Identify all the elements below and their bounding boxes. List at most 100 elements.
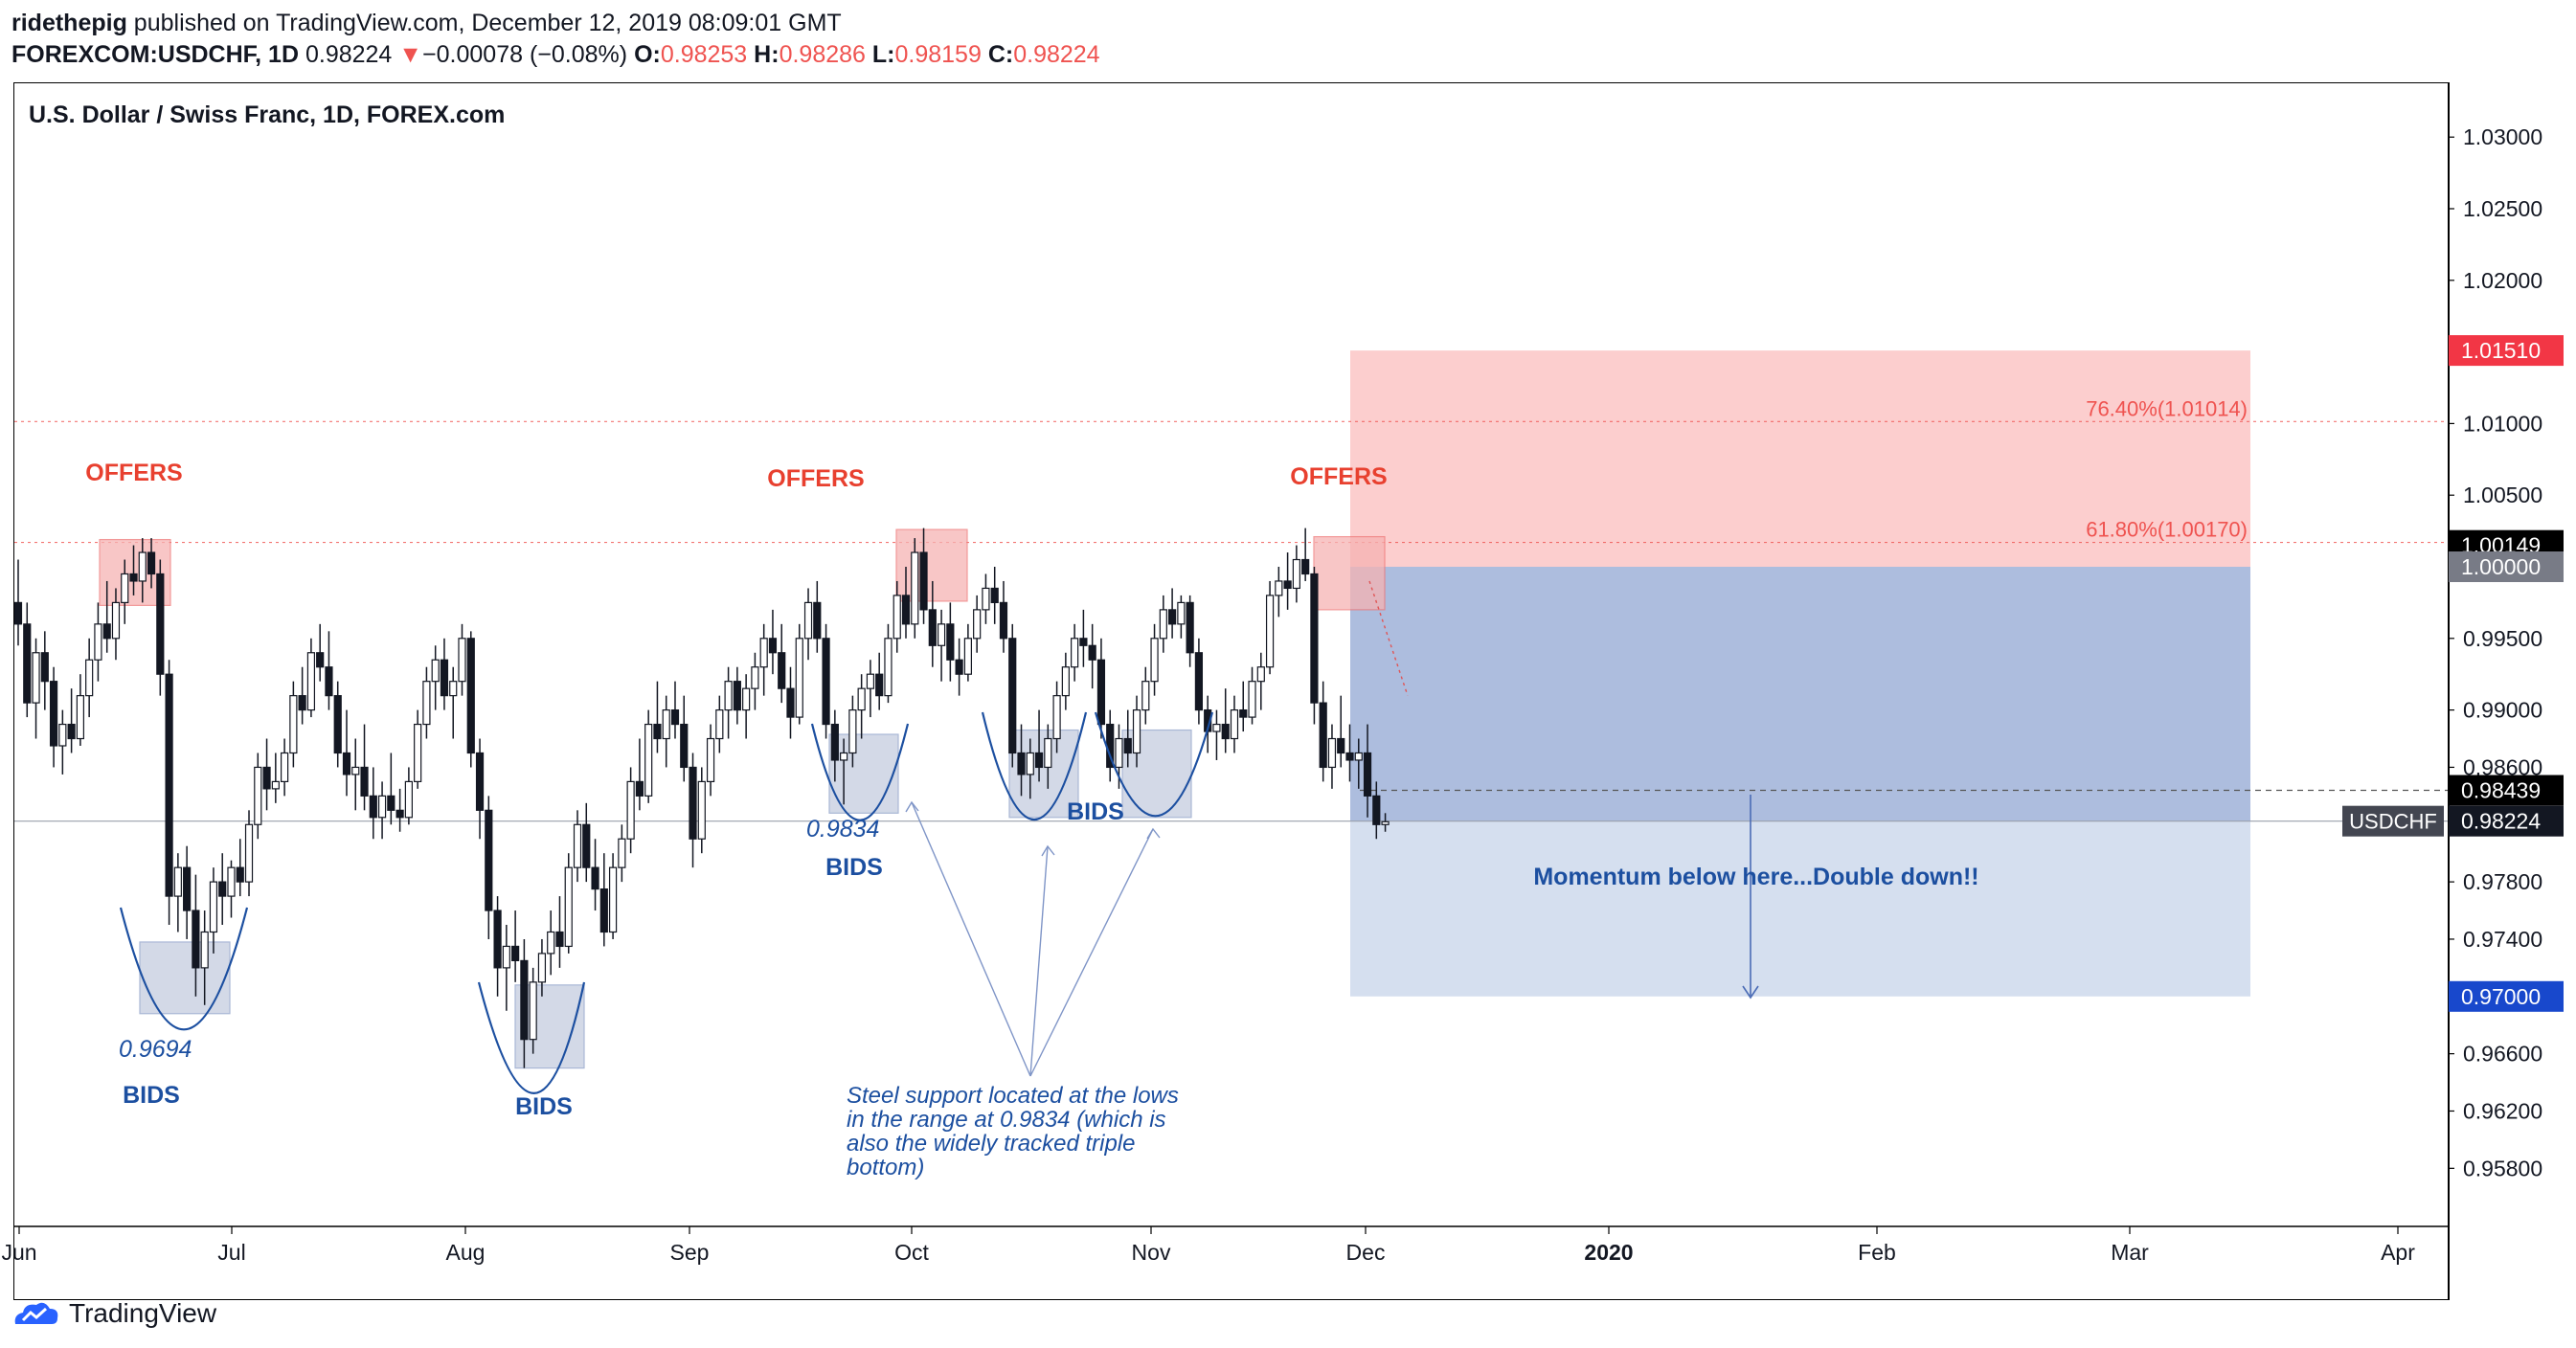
candle-body: [1177, 601, 1186, 625]
y-tick-label: 0.96600: [2463, 1042, 2542, 1067]
candle-body: [156, 573, 165, 675]
last-price: 0.98224: [305, 41, 393, 68]
candle-body: [475, 752, 485, 811]
candle-body: [1079, 638, 1088, 646]
close-value: 0.98224: [1013, 41, 1100, 68]
x-tick-label: Dec: [1346, 1240, 1386, 1265]
candle-body: [742, 687, 751, 711]
price-label-text: 0.98224: [2461, 809, 2541, 834]
candle-body: [254, 766, 262, 825]
bids-label: BIDS: [1067, 798, 1124, 825]
candle-body: [1381, 820, 1390, 825]
candle-body: [404, 780, 413, 819]
candle-body: [822, 638, 830, 726]
candle-body: [1301, 558, 1310, 575]
candle-body: [414, 723, 422, 782]
pointer-arrow: [911, 801, 1031, 1077]
candle-body: [715, 708, 724, 740]
candle-body: [537, 953, 547, 983]
candle-body: [768, 638, 778, 654]
y-tick-label: 1.01000: [2463, 411, 2542, 436]
candle-body: [227, 866, 236, 897]
candle-body: [786, 687, 795, 718]
candle-body: [884, 638, 893, 697]
candle-body: [946, 623, 955, 661]
candle-body: [422, 681, 431, 726]
candle-body: [440, 659, 449, 697]
profit-zone-2: [1350, 820, 2250, 997]
candle-body: [32, 652, 40, 704]
tradingview-logo[interactable]: TradingView: [11, 1298, 216, 1329]
candle-body: [1372, 795, 1381, 825]
candle-body: [982, 587, 990, 611]
note-text-line: in the range at 0.9834 (which is: [847, 1107, 1166, 1133]
candle-body: [1026, 752, 1034, 775]
candle-body: [1150, 638, 1159, 683]
candle-body: [928, 609, 937, 646]
x-tick-label: Mar: [2111, 1240, 2149, 1265]
candle-body: [333, 695, 342, 754]
candle-body: [608, 866, 618, 933]
y-tick-label: 0.97800: [2463, 869, 2542, 894]
offers-label: OFFERS: [85, 460, 182, 486]
candle-body: [271, 780, 280, 790]
published-text: published on TradingView.com, December 1…: [133, 10, 842, 36]
profit-zone-1: [1350, 567, 2250, 821]
candle-body: [298, 695, 306, 711]
candle-body: [147, 551, 156, 575]
pointer-arrow: [1029, 828, 1154, 1077]
candle-body: [1159, 609, 1167, 640]
candle-body: [795, 638, 803, 718]
candle-body: [369, 795, 377, 819]
bids-box: [828, 733, 899, 814]
candle-body: [670, 708, 680, 726]
candle-body: [485, 809, 493, 911]
projection-line: [1368, 580, 1409, 696]
y-tick-label: 0.99500: [2463, 626, 2542, 651]
candle-body: [680, 723, 689, 769]
symbol-info: FOREXCOM:USDCHF, 1D 0.98224 ▼−0.00078 (−…: [11, 41, 1100, 69]
arrow-down-icon: [1742, 985, 1759, 1000]
candle-body: [40, 652, 49, 683]
candle-body: [955, 659, 963, 675]
price-label-text: 0.97000: [2461, 984, 2541, 1009]
price-label-text: 1.01510: [2461, 338, 2541, 363]
candle-body: [262, 766, 271, 790]
candle-body: [618, 838, 626, 868]
tradingview-brand-text: TradingView: [69, 1298, 217, 1328]
chart-frame: [13, 82, 2450, 1300]
candle-body: [1132, 708, 1141, 754]
price-label-tag: [2449, 805, 2564, 837]
author-name[interactable]: ridethepig: [11, 10, 127, 36]
price-label-tag: [2449, 335, 2564, 367]
candle-body: [76, 695, 84, 740]
bids-curve: [981, 711, 1088, 820]
y-tick-label: 0.95800: [2463, 1156, 2542, 1180]
candle-body: [813, 601, 822, 640]
fib-level-label: 76.40%(1.01014): [2086, 396, 2248, 420]
offers-box: [895, 528, 968, 602]
x-tick-label: Jul: [217, 1240, 245, 1265]
open-label: O:: [634, 41, 661, 68]
candle-body: [1265, 595, 1275, 668]
x-tick-label: Oct: [894, 1240, 929, 1265]
bids-box: [1121, 729, 1192, 819]
candle-body: [360, 766, 369, 797]
candle-body: [173, 866, 182, 897]
candle-body: [662, 708, 670, 740]
candle-body: [129, 573, 138, 582]
candle-body: [911, 551, 919, 625]
x-tick-label: 2020: [1584, 1240, 1633, 1265]
candle-body: [1052, 695, 1061, 740]
candle-body: [449, 681, 458, 697]
candle-body: [1017, 752, 1026, 775]
candle-body: [848, 708, 857, 754]
bids-curve: [119, 907, 249, 1031]
symbol-tag: [2342, 805, 2444, 837]
candle-body: [351, 766, 360, 775]
candle-body: [1327, 737, 1337, 769]
candle-body: [733, 681, 741, 711]
close-label: C:: [987, 41, 1014, 68]
x-tick-label: Sep: [670, 1240, 710, 1265]
